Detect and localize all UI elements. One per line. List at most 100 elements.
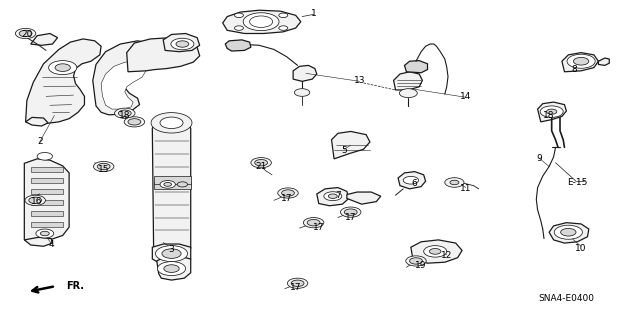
Text: FR.: FR. — [67, 281, 84, 291]
Circle shape — [118, 110, 131, 116]
Circle shape — [40, 231, 49, 236]
Polygon shape — [157, 256, 191, 280]
Circle shape — [234, 26, 243, 30]
Polygon shape — [31, 33, 58, 45]
Circle shape — [567, 54, 595, 68]
Circle shape — [561, 228, 576, 236]
Text: SNA4-E0400: SNA4-E0400 — [538, 294, 595, 303]
Circle shape — [424, 246, 447, 257]
Circle shape — [445, 178, 464, 187]
Circle shape — [403, 176, 419, 184]
Polygon shape — [317, 188, 349, 206]
Polygon shape — [101, 61, 146, 109]
Text: 18: 18 — [543, 111, 555, 120]
Polygon shape — [154, 176, 191, 184]
Text: 6: 6 — [412, 179, 417, 188]
Text: 9: 9 — [536, 154, 541, 163]
Text: 12: 12 — [441, 251, 452, 260]
Circle shape — [160, 181, 175, 188]
Text: 3: 3 — [169, 245, 174, 254]
Polygon shape — [31, 200, 63, 205]
Circle shape — [37, 152, 52, 160]
Circle shape — [250, 16, 273, 27]
Polygon shape — [225, 40, 251, 51]
Circle shape — [282, 190, 294, 196]
Text: 15: 15 — [98, 165, 109, 174]
Circle shape — [124, 117, 145, 127]
Circle shape — [547, 109, 557, 114]
Circle shape — [164, 182, 172, 186]
Circle shape — [177, 182, 188, 187]
Circle shape — [410, 258, 422, 264]
Polygon shape — [24, 237, 52, 246]
Polygon shape — [223, 10, 301, 33]
Polygon shape — [404, 61, 428, 73]
Text: 8: 8 — [572, 65, 577, 74]
Polygon shape — [31, 222, 63, 227]
Polygon shape — [293, 65, 317, 81]
Polygon shape — [394, 72, 422, 90]
Text: 18: 18 — [119, 111, 131, 120]
Polygon shape — [31, 178, 63, 183]
Text: 1: 1 — [311, 9, 316, 18]
Polygon shape — [24, 159, 69, 241]
Polygon shape — [26, 39, 101, 124]
Circle shape — [540, 106, 563, 117]
Circle shape — [406, 256, 426, 266]
Polygon shape — [549, 223, 589, 243]
Circle shape — [429, 249, 441, 254]
Circle shape — [151, 113, 192, 133]
Text: 17: 17 — [290, 283, 301, 292]
Text: 20: 20 — [21, 30, 33, 39]
Circle shape — [324, 192, 342, 201]
Polygon shape — [163, 33, 200, 52]
Circle shape — [328, 194, 337, 198]
Circle shape — [450, 180, 459, 185]
Circle shape — [29, 197, 42, 204]
Polygon shape — [31, 167, 63, 172]
Circle shape — [157, 262, 186, 276]
Polygon shape — [127, 38, 200, 72]
Circle shape — [25, 195, 45, 205]
Text: 19: 19 — [415, 261, 427, 270]
Circle shape — [291, 280, 304, 286]
Circle shape — [234, 13, 243, 18]
Circle shape — [255, 160, 268, 166]
Circle shape — [49, 61, 77, 75]
Polygon shape — [332, 131, 370, 159]
Circle shape — [251, 158, 271, 168]
Polygon shape — [31, 189, 63, 194]
Circle shape — [164, 265, 179, 272]
Text: 5: 5 — [342, 146, 347, 155]
Polygon shape — [411, 240, 462, 263]
Polygon shape — [93, 41, 159, 115]
Polygon shape — [598, 58, 609, 65]
Text: 17: 17 — [281, 194, 292, 203]
Polygon shape — [398, 172, 426, 189]
Polygon shape — [152, 244, 191, 265]
Text: 4: 4 — [49, 240, 54, 249]
Circle shape — [176, 41, 189, 47]
Circle shape — [93, 161, 114, 172]
Circle shape — [36, 229, 54, 238]
Circle shape — [287, 278, 308, 288]
Circle shape — [554, 225, 582, 239]
Circle shape — [162, 249, 181, 258]
Circle shape — [15, 28, 36, 39]
Circle shape — [279, 26, 288, 30]
Circle shape — [399, 89, 417, 98]
Circle shape — [243, 13, 279, 31]
Polygon shape — [562, 53, 598, 72]
Circle shape — [344, 209, 357, 215]
Circle shape — [279, 13, 288, 18]
Text: 7: 7 — [335, 191, 340, 200]
Text: 14: 14 — [460, 92, 472, 101]
Polygon shape — [26, 117, 48, 126]
Circle shape — [278, 188, 298, 198]
Circle shape — [573, 57, 589, 65]
Polygon shape — [154, 182, 191, 189]
Text: 13: 13 — [354, 76, 365, 85]
Text: 11: 11 — [460, 184, 472, 193]
Circle shape — [160, 117, 183, 129]
Text: E-15: E-15 — [567, 178, 588, 187]
